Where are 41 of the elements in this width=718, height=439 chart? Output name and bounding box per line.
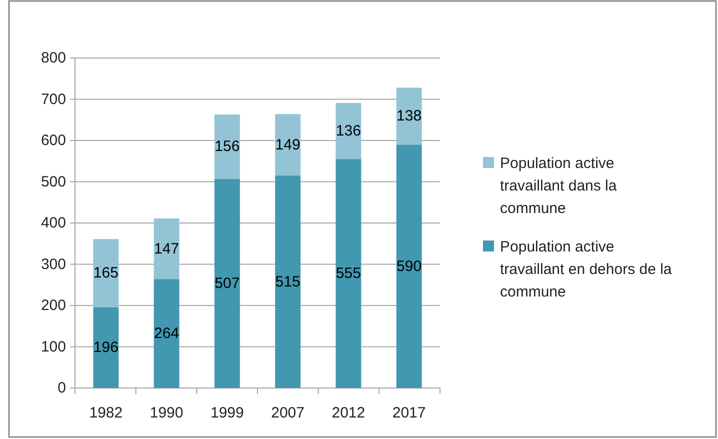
bar bbox=[154, 218, 180, 280]
y-tick-label: 100 bbox=[40, 338, 66, 356]
data-label: 147 bbox=[154, 240, 180, 258]
x-tick-label: 1999 bbox=[210, 404, 244, 422]
x-tick-label: 1982 bbox=[89, 404, 123, 422]
data-label: 149 bbox=[275, 136, 300, 154]
bar bbox=[93, 307, 119, 388]
bar bbox=[336, 102, 362, 160]
bar bbox=[396, 144, 422, 388]
x-tick-label: 1990 bbox=[150, 404, 184, 422]
y-tick-label: 400 bbox=[40, 214, 66, 232]
y-tick-label: 200 bbox=[40, 297, 66, 314]
y-tick-label: 800 bbox=[40, 50, 66, 66]
data-label: 590 bbox=[396, 258, 422, 275]
y-tick-label: 500 bbox=[40, 173, 66, 190]
y-tick-label: 300 bbox=[40, 256, 66, 273]
data-label: 196 bbox=[93, 339, 118, 356]
data-label: 138 bbox=[396, 108, 422, 125]
bar bbox=[214, 114, 240, 179]
bar bbox=[336, 159, 362, 388]
y-tick-label: 600 bbox=[40, 132, 66, 149]
legend-label: Population active travaillant en dehors de la commune bbox=[500, 238, 672, 300]
x-tick-label: 2012 bbox=[332, 404, 366, 422]
legend-label: Population active travaillant dans la commune bbox=[500, 154, 618, 216]
data-label: 264 bbox=[154, 325, 180, 342]
data-label: 507 bbox=[214, 274, 240, 292]
data-label: 555 bbox=[336, 265, 361, 282]
data-label: 165 bbox=[93, 264, 118, 282]
data-label: 136 bbox=[336, 122, 361, 140]
bar bbox=[154, 279, 180, 388]
x-tick-label: 2017 bbox=[392, 404, 426, 422]
bar bbox=[214, 178, 240, 388]
y-tick-label: 0 bbox=[58, 380, 66, 396]
bar bbox=[93, 239, 119, 308]
bar bbox=[275, 114, 301, 176]
bar bbox=[396, 88, 422, 145]
x-tick-label: 2007 bbox=[271, 404, 305, 422]
y-tick-label: 700 bbox=[40, 90, 66, 108]
data-label: 515 bbox=[275, 273, 300, 290]
bar bbox=[275, 176, 301, 388]
data-label: 156 bbox=[214, 138, 240, 156]
